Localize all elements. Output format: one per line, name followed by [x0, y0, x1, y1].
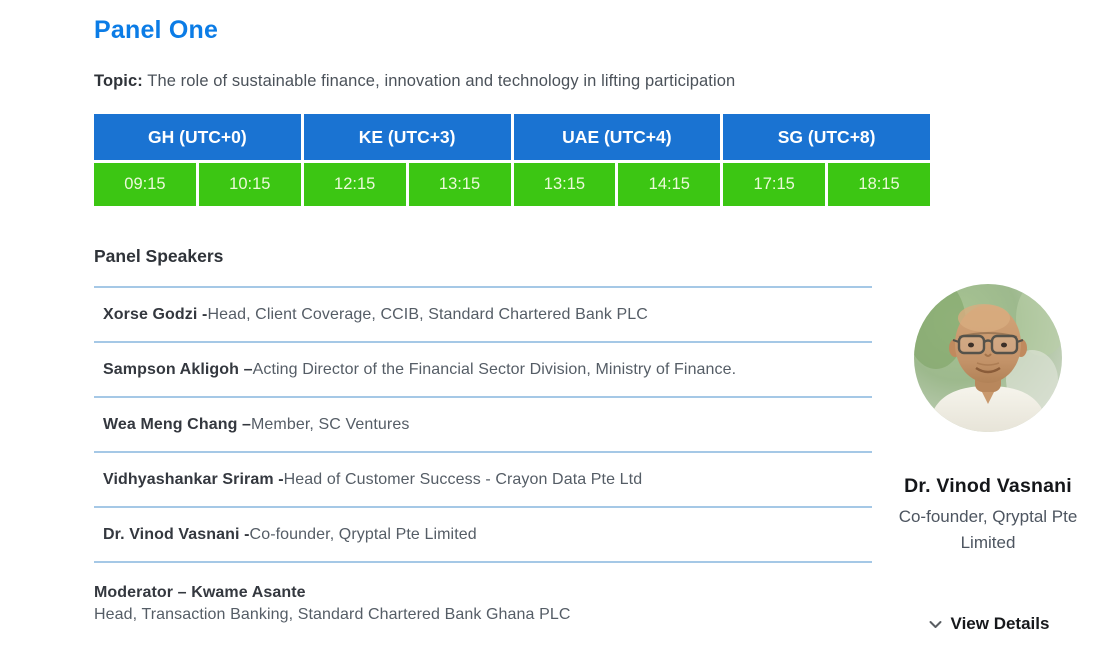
moderator-block: Moderator – Kwame Asante Head, Transacti… [94, 584, 872, 624]
speaker-row: Dr. Vinod Vasnani - Co-founder, Qryptal … [94, 508, 872, 563]
time-cell-uae-start: 13:15 [513, 163, 616, 206]
speaker-name: Wea Meng Chang – [103, 415, 251, 433]
zone-header-uae: UAE (UTC+4) [513, 114, 721, 160]
zone-header-gh: GH (UTC+0) [94, 114, 301, 160]
speaker-name: Xorse Godzi - [103, 305, 208, 323]
chevron-down-icon [927, 616, 944, 633]
moderator-role: Head, Transaction Banking, Standard Char… [94, 606, 571, 623]
speaker-name: Sampson Akligoh – [103, 360, 253, 378]
view-details-button[interactable]: View Details [876, 614, 1100, 634]
topic-text: The role of sustainable finance, innovat… [142, 72, 736, 90]
portrait-man-glasses-image [914, 284, 1062, 432]
speaker-role: Head, Client Coverage, CCIB, Standard Ch… [207, 305, 648, 323]
zone-header-sg: SG (UTC+8) [723, 114, 930, 160]
profile-name: Dr. Vinod Vasnani [904, 475, 1072, 497]
speaker-name: Vidhyashankar Sriram - [103, 470, 284, 488]
zone-header-ke: KE (UTC+3) [303, 114, 511, 160]
topic-line: Topic: The role of sustainable finance, … [94, 72, 735, 91]
moderator-name: Moderator – Kwame Asante [94, 584, 306, 601]
speaker-profile-card: Dr. Vinod Vasnani Co-founder, Qryptal Pt… [876, 284, 1100, 556]
speaker-role: Co-founder, Qryptal Pte Limited [249, 525, 477, 543]
speaker-name: Dr. Vinod Vasnani - [103, 525, 250, 543]
view-details-label: View Details [950, 614, 1050, 633]
page-title: Panel One [94, 16, 219, 44]
time-cell-ke-start: 12:15 [303, 163, 406, 206]
time-cell-sg-start: 17:15 [723, 163, 826, 206]
speaker-role: Acting Director of the Financial Sector … [252, 360, 737, 378]
speaker-role: Member, SC Ventures [251, 415, 410, 433]
topic-label: Topic: [94, 72, 143, 90]
time-cell-uae-end: 14:15 [618, 163, 721, 206]
timezone-schedule-table: GH (UTC+0) KE (UTC+3) UAE (UTC+4) SG (UT… [94, 114, 930, 206]
time-cell-gh-start: 09:15 [94, 163, 196, 206]
panel-speakers-heading: Panel Speakers [94, 246, 224, 266]
speaker-avatar [914, 284, 1062, 432]
profile-role: Co-founder, Qryptal Pte Limited [898, 507, 1078, 552]
speaker-row: Xorse Godzi - Head, Client Coverage, CCI… [94, 288, 872, 343]
speaker-row: Vidhyashankar Sriram - Head of Customer … [94, 453, 872, 508]
time-cell-ke-end: 13:15 [408, 163, 511, 206]
speaker-role: Head of Customer Success - Crayon Data P… [283, 470, 643, 488]
time-cell-sg-end: 18:15 [828, 163, 930, 206]
panel-speakers-list: Xorse Godzi - Head, Client Coverage, CCI… [94, 286, 872, 563]
time-cell-gh-end: 10:15 [198, 163, 301, 206]
speaker-row: Wea Meng Chang – Member, SC Ventures [94, 398, 872, 453]
speaker-row: Sampson Akligoh – Acting Director of the… [94, 343, 872, 398]
